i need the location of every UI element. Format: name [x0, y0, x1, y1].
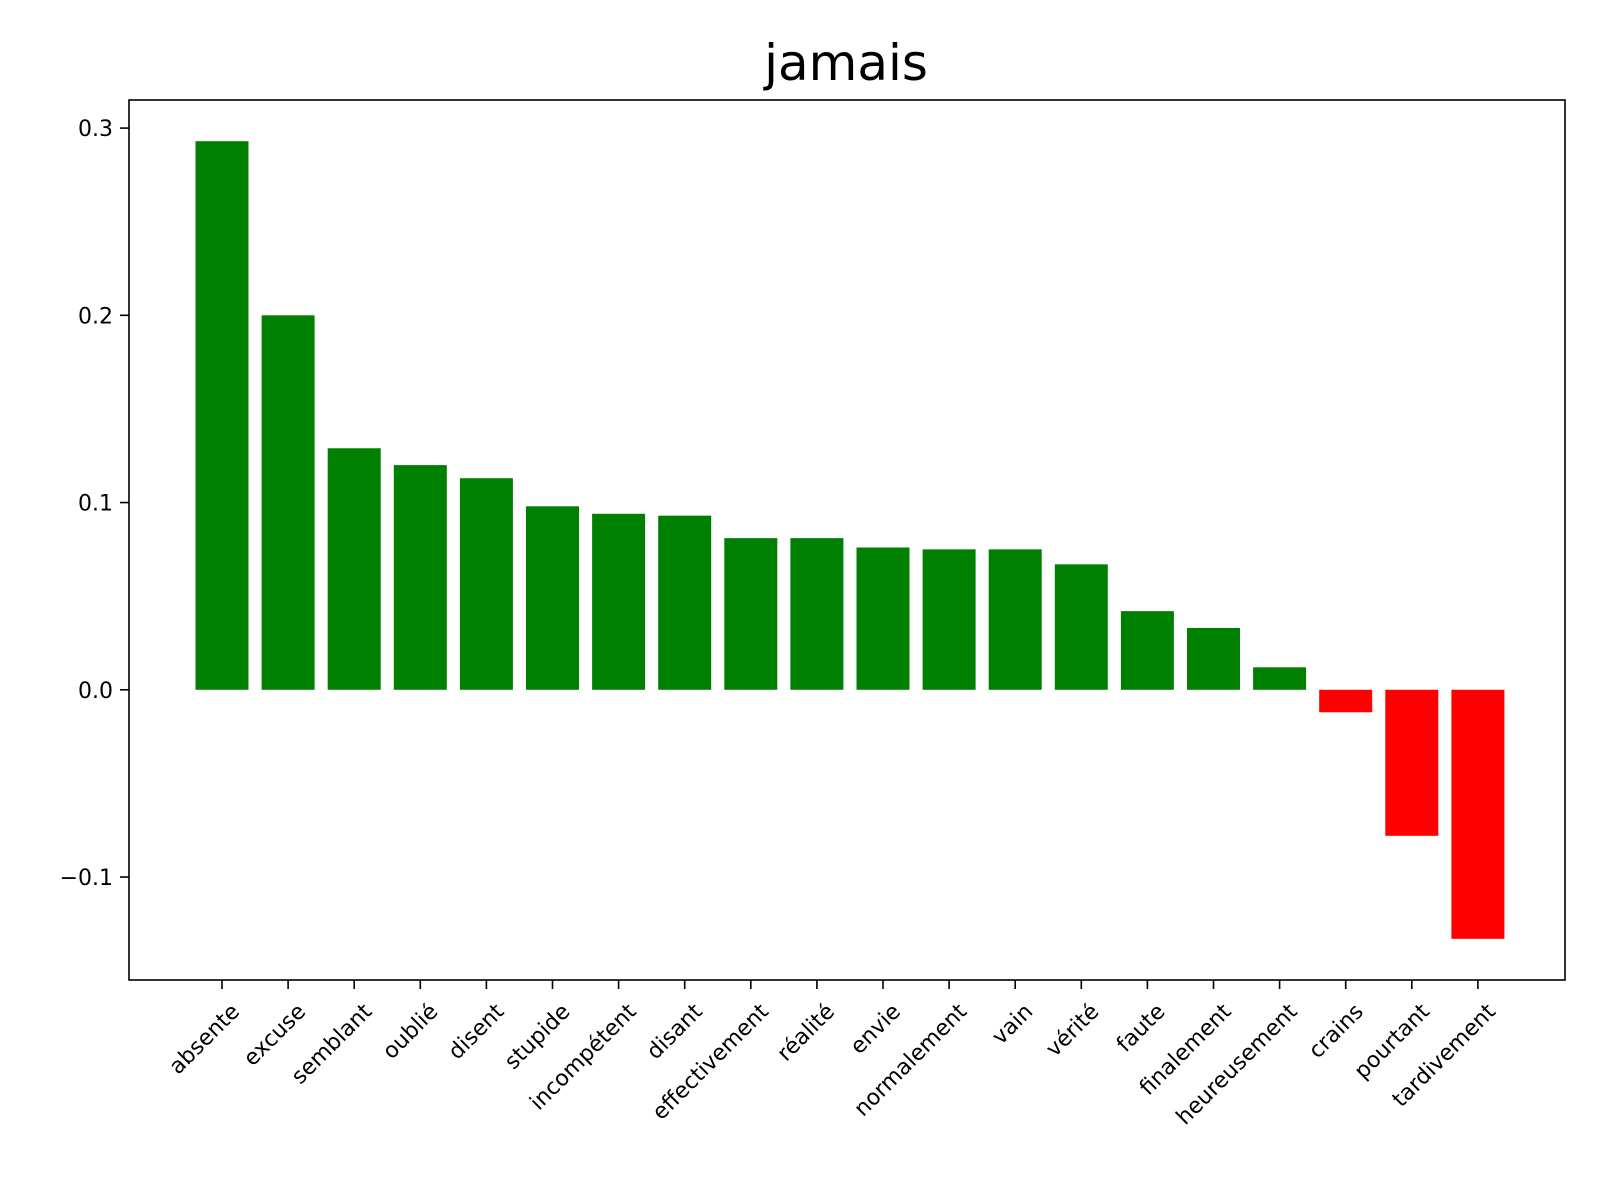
bar-normalement	[922, 549, 976, 690]
x-tick-label: absente	[165, 999, 245, 1079]
bar-incompétent	[592, 513, 646, 690]
x-tick-label: envie	[846, 999, 906, 1059]
bar-réalité	[790, 538, 844, 690]
y-tick-label: 0.2	[78, 304, 113, 329]
chart-title: jamais	[763, 34, 928, 92]
x-tick-label: effectivement	[648, 999, 774, 1125]
x-tick-label: faute	[1112, 999, 1170, 1057]
bar-vain	[988, 549, 1042, 690]
bar-absente	[195, 141, 249, 690]
bar-pourtant	[1385, 689, 1439, 836]
bar-disent	[459, 478, 513, 690]
bar-stupide	[526, 506, 579, 690]
bar-envie	[856, 547, 910, 690]
x-tick-label: vérité	[1041, 999, 1104, 1062]
bar-disant	[658, 515, 712, 690]
y-tick-label: 0.3	[78, 117, 113, 142]
bar-effectivement	[724, 538, 778, 690]
bar-vérité	[1054, 564, 1108, 690]
bar-oublié	[393, 465, 447, 690]
x-tick-label: réalité	[773, 999, 840, 1066]
x-tick-label: normalement	[850, 999, 973, 1122]
bar-excuse	[261, 315, 315, 690]
bars-group	[195, 141, 1505, 939]
bar-crains	[1319, 689, 1373, 713]
x-tick-label: disant	[642, 999, 708, 1065]
plot-frame	[128, 99, 1566, 981]
bar-finalement	[1187, 628, 1240, 690]
x-tick-label: vain	[988, 999, 1039, 1050]
x-tick-label: crains	[1304, 999, 1368, 1063]
y-tick-label: 0.1	[78, 492, 113, 517]
bar-faute	[1120, 611, 1174, 690]
y-tick-label: 0.0	[78, 679, 113, 704]
x-tick-label: oublié	[378, 999, 443, 1064]
y-tick-label: −0.1	[60, 866, 113, 891]
x-tick-label: disent	[444, 999, 510, 1065]
bar-heureusement	[1253, 667, 1307, 690]
y-axis: −0.1 0.0 0.1 0.2 0.3	[60, 117, 129, 891]
bar-tardivement	[1451, 689, 1505, 939]
bar-semblant	[327, 448, 381, 690]
x-tick-label: heureusement	[1172, 999, 1303, 1130]
